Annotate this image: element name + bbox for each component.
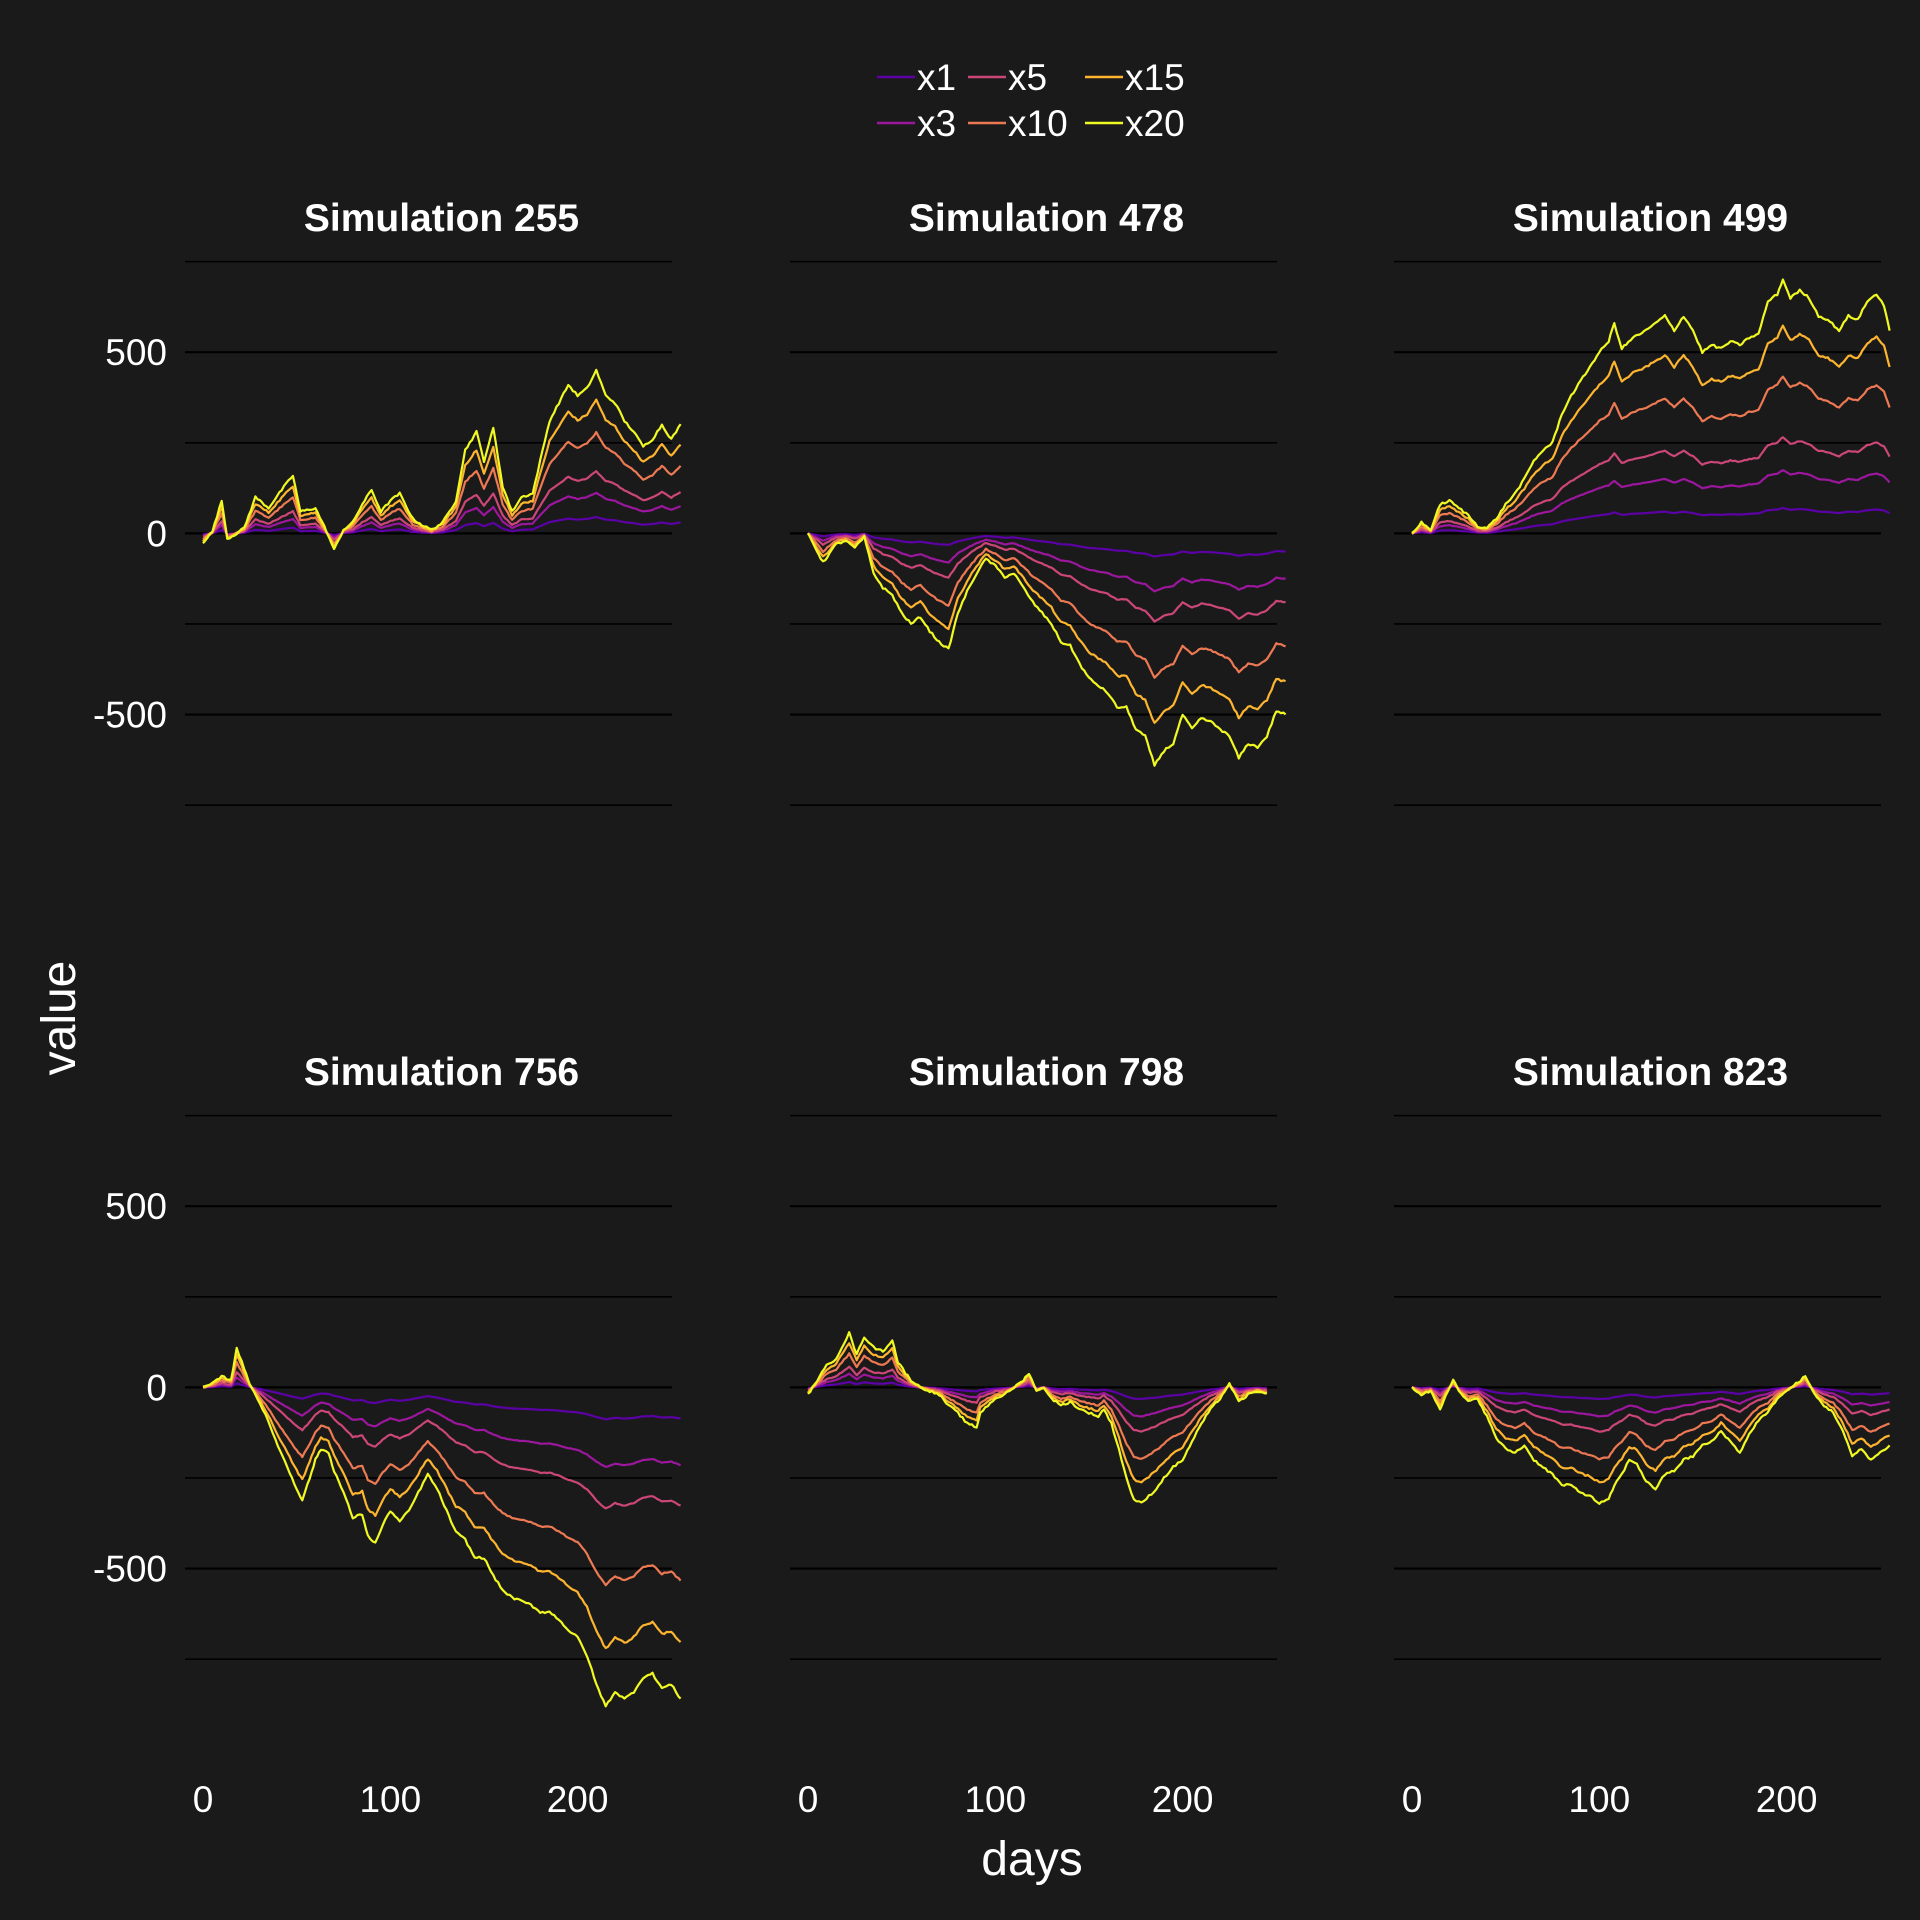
panel-title: Simulation 255 — [304, 197, 579, 240]
series-line-x15 — [1411, 324, 1891, 535]
legend-label-x10: x10 — [1008, 103, 1068, 144]
series-line-x10 — [807, 1352, 1268, 1460]
panel-title: Simulation 499 — [1513, 197, 1788, 240]
x-tick-label: 0 — [1402, 1779, 1423, 1820]
panel-6: Simulation 823 0 100 200 — [1394, 1051, 1891, 1820]
series-line-x20 — [1411, 278, 1891, 534]
panel-1: Simulation 255 500 0 -500 — [93, 197, 682, 806]
x-axis-title: days — [981, 1833, 1082, 1886]
x-tick-label: 100 — [1568, 1779, 1630, 1820]
panel-5: Simulation 798 0 100 200 — [790, 1051, 1277, 1820]
series-line-x3 — [1411, 469, 1891, 535]
x-tick-label: 100 — [359, 1779, 421, 1820]
legend-label-x15: x15 — [1125, 57, 1185, 98]
series-line-x5 — [202, 1371, 681, 1510]
series-line-x5 — [807, 532, 1286, 623]
legend-item-x20: x20 — [1085, 103, 1185, 144]
series-line-x3 — [807, 532, 1286, 593]
legend-item-x15: x15 — [1085, 57, 1185, 98]
y-tick-label: 0 — [146, 513, 167, 554]
series-line-x1 — [202, 516, 681, 537]
y-tick-label: 500 — [105, 1186, 167, 1227]
x-tick-label: 100 — [964, 1779, 1026, 1820]
legend-item-x5: x5 — [968, 57, 1047, 98]
legend-label-x3: x3 — [917, 103, 956, 144]
x-tick-label: 200 — [547, 1779, 609, 1820]
x-tick-label: 0 — [193, 1779, 214, 1820]
x-tick-label: 200 — [1152, 1779, 1214, 1820]
series-line-x1 — [807, 532, 1286, 558]
panel-3: Simulation 499 — [1394, 197, 1891, 806]
legend-item-x3: x3 — [877, 103, 956, 144]
panel-title: Simulation 823 — [1513, 1051, 1788, 1094]
legend-item-x10: x10 — [968, 103, 1068, 144]
series-line-x20 — [807, 532, 1287, 767]
x-tick-label: 200 — [1756, 1779, 1818, 1820]
series-line-x5 — [202, 470, 682, 541]
series-line-x3 — [807, 1372, 1268, 1418]
series-line-x15 — [202, 1353, 682, 1650]
x-tick-label: 0 — [798, 1779, 819, 1820]
series-line-x1 — [1411, 506, 1891, 535]
series-line-x15 — [807, 532, 1286, 724]
series-line-x20 — [202, 1346, 682, 1708]
series-line-x10 — [202, 1361, 682, 1587]
y-tick-label: 0 — [146, 1367, 167, 1408]
series-line-x3 — [202, 1376, 682, 1468]
panel-title: Simulation 798 — [909, 1051, 1184, 1094]
series-line-x20 — [807, 1331, 1268, 1504]
y-axis-title: value — [33, 961, 86, 1076]
panel-2: Simulation 478 — [790, 197, 1287, 806]
panel-4: Simulation 756 500 0 -500 0 100 200 — [93, 1051, 682, 1820]
series-line-x10 — [1411, 375, 1891, 535]
legend-label-x5: x5 — [1008, 57, 1047, 98]
panel-title: Simulation 478 — [909, 197, 1184, 240]
panel-title: Simulation 756 — [304, 1051, 579, 1094]
series-line-x20 — [202, 368, 682, 551]
y-tick-label: -500 — [93, 1549, 167, 1590]
series-line-x20 — [1411, 1375, 1891, 1505]
series-line-x5 — [1411, 436, 1891, 535]
series-line-x1 — [202, 1382, 681, 1421]
series-line-x10 — [807, 532, 1286, 679]
y-tick-label: -500 — [93, 695, 167, 736]
legend-label-x1: x1 — [917, 57, 956, 98]
legend: x1 x5 x15 x3 x10 x20 — [877, 57, 1185, 144]
series-line-x10 — [202, 430, 682, 545]
legend-label-x20: x20 — [1125, 103, 1185, 144]
legend-item-x1: x1 — [877, 57, 956, 98]
y-tick-label: 500 — [105, 332, 167, 373]
